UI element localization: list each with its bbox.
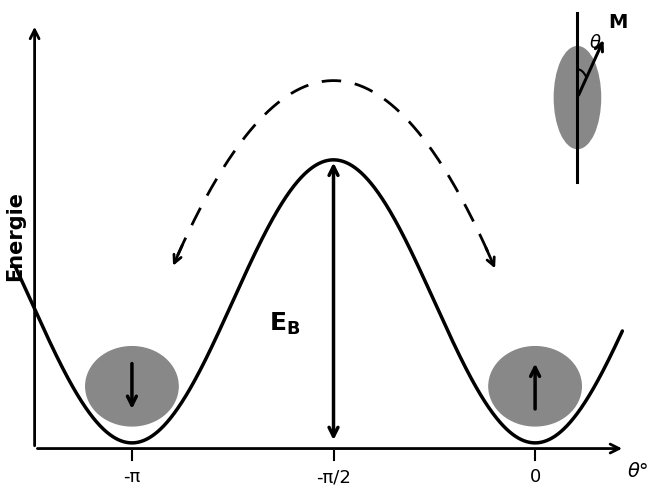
Text: θ°: θ° (627, 462, 649, 481)
Circle shape (555, 47, 600, 148)
Text: -π: -π (124, 468, 141, 487)
Text: Energie: Energie (5, 191, 26, 281)
Text: -π/2: -π/2 (316, 468, 351, 487)
Ellipse shape (86, 347, 178, 426)
Ellipse shape (489, 347, 581, 426)
Text: 0: 0 (530, 468, 541, 487)
Text: $\theta$: $\theta$ (589, 34, 602, 52)
Text: $\mathbf{E_B}$: $\mathbf{E_B}$ (269, 311, 300, 337)
Text: M: M (608, 13, 628, 32)
